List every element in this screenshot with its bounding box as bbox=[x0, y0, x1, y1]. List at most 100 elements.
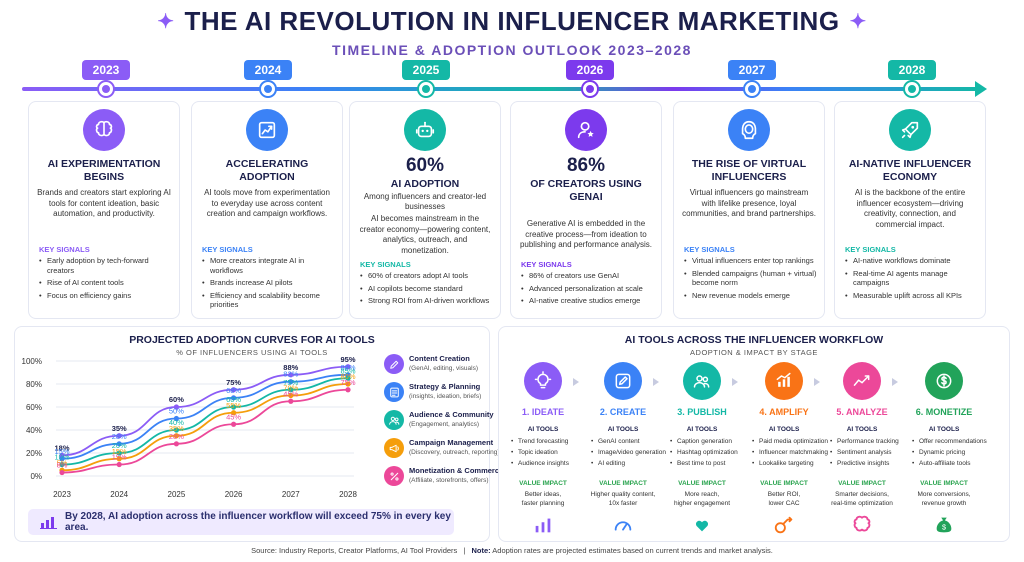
legend-item: Campaign Management (Discovery, outreach,… bbox=[384, 436, 500, 464]
ai-tools-list: Offer recommendationsDynamic pricingAuto… bbox=[912, 436, 987, 469]
stage-title: THE RISE OF VIRTUAL INFLUENCERS bbox=[691, 158, 807, 183]
series-line bbox=[61, 388, 349, 474]
data-label: 82% bbox=[283, 370, 298, 379]
value-impact-line: faster planning bbox=[521, 500, 565, 507]
key-signal-item: 86% of creators use GenAI bbox=[521, 271, 655, 281]
ai-tools-list: Performance trackingSentiment analysisPr… bbox=[830, 436, 902, 469]
value-impact-label: VALUE IMPACT bbox=[838, 480, 886, 487]
year-badge-2026: 2026 bbox=[566, 60, 614, 80]
legend-item: Content Creation (GenAI, editing, visuals… bbox=[384, 352, 494, 380]
workflow-stage: 2. CREATE AI TOOLS GenAI contentImage/vide… bbox=[583, 360, 666, 540]
ai-tools-label: AI TOOLS bbox=[527, 426, 559, 433]
key-signals-label: KEY SIGNALS bbox=[521, 260, 572, 269]
stage-description: AI becomes mainstream in the creator eco… bbox=[359, 214, 491, 255]
adoption-panel: PROJECTED ADOPTION CURVES FOR AI TOOLS %… bbox=[14, 326, 490, 542]
creator-icon bbox=[565, 109, 607, 151]
stage-description: Brands and creators start exploring AI t… bbox=[37, 188, 171, 218]
ai-tools-label: AI TOOLS bbox=[846, 426, 878, 433]
data-point bbox=[231, 395, 237, 401]
data-label: 20% bbox=[112, 441, 127, 450]
legend-item: Strategy & Planning (insights, ideation, … bbox=[384, 380, 494, 408]
workflow-stage: 6. MONETIZE AI TOOLS Offer recommendations… bbox=[904, 360, 987, 540]
data-label: 40% bbox=[169, 418, 184, 427]
ai-tool-item: AI editing bbox=[591, 458, 663, 469]
value-impact-text: Better ROI, lower CAC bbox=[744, 490, 824, 508]
trend-icon bbox=[843, 362, 881, 400]
pen-icon bbox=[604, 362, 642, 400]
flow-arrow bbox=[653, 378, 659, 386]
ai-tool-item: Influencer matchmaking bbox=[752, 447, 828, 458]
value-impact-text: More reach, higher engagement bbox=[662, 490, 742, 508]
data-point bbox=[116, 450, 122, 456]
key-signals-list: More creators integrate AI in workflows B… bbox=[202, 256, 336, 313]
flow-arrow bbox=[814, 378, 820, 386]
key-signals-list: 60% of creators adopt AI tools AI copilot… bbox=[360, 271, 494, 309]
year-badge-2028: 2028 bbox=[888, 60, 936, 80]
data-point bbox=[288, 372, 294, 378]
people-icon bbox=[384, 410, 404, 430]
value-impact-label: VALUE IMPACT bbox=[678, 480, 726, 487]
key-signals-list: Virtual influencers enter top rankings Bl… bbox=[684, 256, 818, 303]
legend-item: Monetization & Commerce (Affiliate, store… bbox=[384, 464, 503, 492]
data-point bbox=[173, 427, 179, 433]
value-impact-line: More conversions, bbox=[917, 491, 971, 498]
year-badge-2024: 2024 bbox=[244, 60, 292, 80]
value-impact-line: revenue growth bbox=[921, 500, 967, 507]
value-impact-line: lower CAC bbox=[768, 500, 800, 507]
ai-tool-item: GenAI content bbox=[591, 436, 663, 447]
data-label: 15% bbox=[112, 453, 127, 462]
adoption-title: PROJECTED ADOPTION CURVES FOR AI TOOLS bbox=[129, 334, 375, 346]
ai-tools-list: Trend forecastingTopic ideationAudience … bbox=[511, 436, 583, 469]
adoption-line-chart: 0% 20% 40% 60% 80% 100% 2023 2024 2025 2026 2027 20… bbox=[22, 355, 358, 499]
timeline-dot bbox=[905, 82, 919, 96]
ai-tool-item: Sentiment analysis bbox=[830, 447, 902, 458]
dollar-icon bbox=[925, 362, 963, 400]
key-signal-item: More creators integrate AI in workflows bbox=[202, 256, 336, 275]
footer-note: Adoption rates are projected estimates b… bbox=[492, 546, 773, 555]
workflow-stage: 3. PUBLISH AI TOOLS Caption generationHash… bbox=[662, 360, 742, 540]
data-point bbox=[59, 461, 65, 468]
footer: Source: Industry Reports, Creator Platfo… bbox=[0, 546, 1024, 555]
key-signal-item: Measurable uplift across all KPIs bbox=[845, 291, 979, 301]
brain-icon bbox=[853, 515, 871, 532]
workflow-stage-name: 4. AMPLIFY bbox=[759, 407, 809, 417]
value-impact-text: Better ideas, faster planning bbox=[503, 490, 583, 508]
ai-tool-item: Auto-affiliate tools bbox=[912, 458, 984, 469]
legend-desc: (Affiliate, storefronts, offers) bbox=[409, 477, 489, 484]
ai-tools-list: Caption generationHashtag optimizationBe… bbox=[670, 436, 742, 469]
ai-tool-item: Best time to post bbox=[670, 458, 742, 469]
data-point bbox=[116, 456, 122, 462]
ai-tool-item: Dynamic pricing bbox=[912, 447, 984, 458]
workflow-panel: AI TOOLS ACROSS THE INFLUENCER WORKFLOW … bbox=[498, 326, 1010, 542]
ai-tool-item: Topic ideation bbox=[511, 447, 583, 458]
data-label: 55% bbox=[226, 401, 241, 410]
data-point bbox=[345, 375, 351, 381]
value-impact-line: Better ROI, bbox=[767, 491, 801, 498]
stage-card-2023: AI EXPERIMENTATION BEGINS Brands and crea… bbox=[28, 101, 180, 319]
stage-card-2028: AI-NATIVE INFLUENCER ECONOMY AI is the ba… bbox=[834, 101, 986, 319]
data-point bbox=[231, 421, 237, 427]
value-impact-text: More conversions, revenue growth bbox=[904, 490, 984, 508]
data-point bbox=[59, 456, 65, 462]
data-point bbox=[173, 415, 179, 422]
data-label: 15% bbox=[54, 447, 69, 456]
workflow-stage-name: 3. PUBLISH bbox=[677, 407, 727, 417]
data-label: 35% bbox=[112, 424, 127, 433]
timeline-dot bbox=[99, 82, 113, 96]
ai-tool-item: Image/video generation bbox=[591, 447, 666, 458]
x-tick-label: 2024 bbox=[110, 490, 128, 499]
value-impact-line: Better ideas, bbox=[524, 491, 562, 498]
legend-item: Audience & Community (Engagement, analyti… bbox=[384, 408, 494, 436]
data-label: 70% bbox=[283, 384, 298, 393]
flow-arrow bbox=[732, 378, 738, 386]
x-tick-label: 2026 bbox=[225, 490, 243, 499]
ai-tools-label: AI TOOLS bbox=[928, 426, 960, 433]
stage-card-2025: 60% AI ADOPTION Among influencers and crea… bbox=[349, 101, 501, 319]
year-badge-2027: 2027 bbox=[728, 60, 776, 80]
legend-desc: (insights, ideation, briefs) bbox=[409, 393, 482, 400]
data-point bbox=[288, 398, 294, 404]
data-label: 10% bbox=[54, 453, 69, 462]
people-icon bbox=[683, 362, 721, 400]
key-signals-label: KEY SIGNALS bbox=[845, 245, 896, 254]
value-impact-label: VALUE IMPACT bbox=[760, 480, 808, 487]
